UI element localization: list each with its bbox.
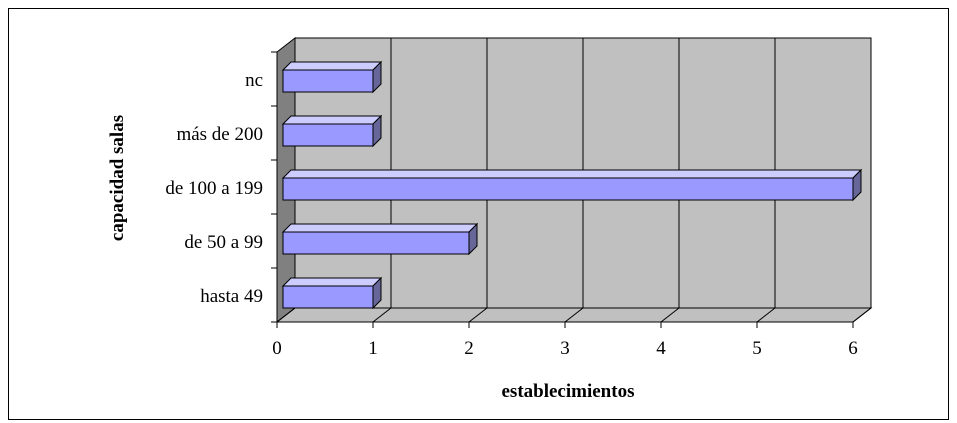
floor-line [852, 307, 872, 323]
bar-top-face [281, 277, 383, 287]
x-tick-label: 2 [464, 338, 474, 359]
bar-top-face [281, 223, 479, 233]
x-tick-label: 0 [272, 338, 282, 359]
floor-line [276, 307, 296, 323]
bar [281, 222, 479, 256]
y-tick-label: nc [245, 70, 263, 91]
x-tick-label: 5 [752, 338, 762, 359]
y-axis-label: capacidad salas [107, 115, 128, 241]
y-axis: hasta 49 de 50 a 99 de 100 a 199 más de 200… [165, 51, 277, 323]
bars [281, 60, 863, 310]
bar [281, 60, 383, 94]
y-tick-label: más de 200 [176, 124, 263, 145]
floor-line [372, 307, 392, 323]
bar [281, 276, 383, 310]
bar-front-face [282, 285, 374, 309]
x-tick-label: 1 [368, 338, 378, 359]
x-tick-label: 4 [656, 338, 666, 359]
x-axis: 0 1 2 3 4 5 6 [272, 322, 858, 359]
bar-top-face [281, 115, 383, 125]
bar-top-face [281, 169, 863, 179]
bar [281, 168, 863, 202]
bar-front-face [282, 69, 374, 93]
bar-front-face [282, 231, 470, 255]
bar-top-face [281, 61, 383, 71]
y-tick-label: hasta 49 [200, 286, 263, 307]
x-axis-label: establecimientos [502, 381, 635, 402]
x-tick-label: 3 [560, 338, 570, 359]
floor-line [660, 307, 680, 323]
bar [281, 114, 383, 148]
floor-line [756, 307, 776, 323]
bar-front-face [282, 123, 374, 147]
floor-line [564, 307, 584, 323]
y-tick-label: de 100 a 199 [165, 178, 263, 199]
y-tick-label: de 50 a 99 [184, 232, 263, 253]
x-tick-label: 6 [848, 338, 858, 359]
bar-front-face [282, 177, 854, 201]
floor-line [468, 307, 488, 323]
